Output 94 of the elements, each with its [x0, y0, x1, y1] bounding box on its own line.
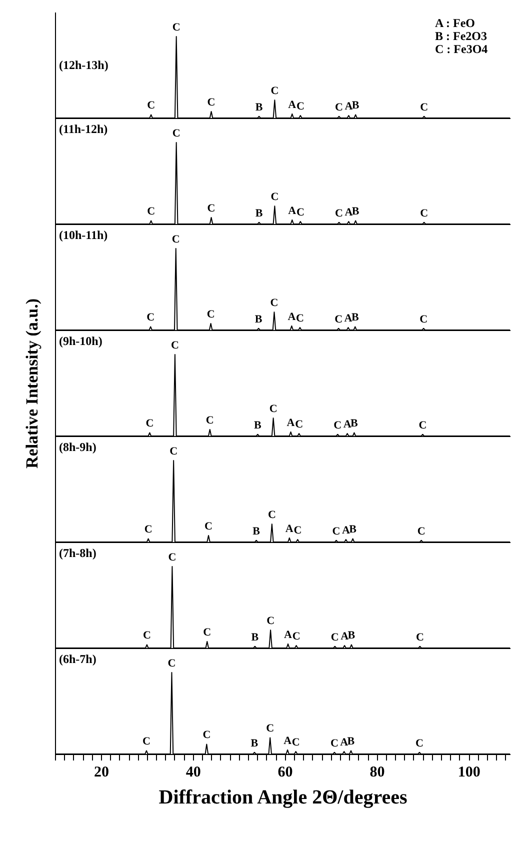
- annotation: C: [335, 207, 344, 220]
- annotation: B: [252, 525, 261, 538]
- annotation: C: [292, 630, 300, 643]
- chart-title: (10h-11h): [59, 228, 108, 242]
- annotation: A: [344, 312, 352, 325]
- annotation: A: [288, 310, 296, 323]
- annotation: C: [147, 100, 156, 112]
- text: (12h-13h): [59, 58, 108, 72]
- annotation: C: [168, 551, 176, 564]
- annotation: B: [348, 630, 356, 642]
- chart-title: (11h-12h): [59, 122, 108, 136]
- annotation: C: [420, 207, 428, 220]
- x-tick-label: 60: [278, 764, 293, 780]
- annotation: A: [342, 524, 350, 537]
- annotation: C: [417, 525, 426, 538]
- annotation: C: [296, 206, 304, 219]
- annotation: B: [251, 631, 260, 644]
- y-axis-title: Relative Intensity (a.u.): [22, 298, 42, 468]
- annotation: C: [206, 414, 214, 426]
- annotation: C: [146, 312, 155, 324]
- text: A : FeO: [435, 16, 475, 30]
- annotation: C: [142, 736, 150, 748]
- annotation: C: [147, 206, 156, 218]
- annotation: C: [266, 722, 274, 735]
- annotation: A: [340, 736, 348, 749]
- annotation: C: [269, 403, 278, 416]
- annotation: B : Fe2O3: [435, 29, 487, 43]
- annotation: C: [204, 520, 213, 532]
- annotation: C: [294, 524, 302, 537]
- annotation: C: [334, 419, 342, 432]
- x-tick-label: 100: [458, 764, 480, 780]
- annotation: A: [286, 416, 295, 429]
- annotation: C: [207, 202, 216, 214]
- annotation: C: [146, 418, 154, 430]
- annotation: A: [284, 734, 292, 747]
- annotation: B: [255, 101, 264, 114]
- annotation: C: [415, 737, 424, 750]
- annotation: B: [347, 736, 356, 748]
- annotation: B: [352, 100, 360, 112]
- annotation: C: [270, 297, 278, 310]
- chart-title: (8h-9h): [59, 440, 96, 454]
- annotation: B: [254, 313, 263, 326]
- annotation: B: [350, 418, 359, 430]
- annotation: C: [142, 630, 151, 642]
- annotation: A: [340, 630, 349, 643]
- annotation: C: [296, 312, 304, 325]
- annotation: C: [296, 100, 304, 113]
- annotation: C: [330, 631, 339, 644]
- annotation: B: [255, 207, 264, 220]
- annotation: C: [144, 524, 152, 536]
- annotation: C: [334, 313, 343, 326]
- annotation: C: [170, 339, 179, 352]
- annotation: A: [284, 628, 292, 641]
- annotation: A: [288, 98, 296, 111]
- annotation: C: [268, 509, 276, 522]
- annotation: A: [344, 206, 353, 219]
- annotation: B: [349, 524, 358, 536]
- annotation: C: [168, 657, 176, 670]
- annotation: C: [420, 101, 428, 114]
- annotation: B: [351, 312, 360, 324]
- annotation: C: [270, 85, 279, 98]
- annotation: C: [418, 419, 427, 432]
- x-tick-label: 80: [370, 764, 385, 780]
- x-axis-title: Diffraction Angle 2Θ/degrees: [158, 786, 408, 808]
- annotation: C: [202, 729, 211, 742]
- annotation: A: [288, 204, 296, 217]
- annotation: C: [332, 525, 340, 538]
- annotation: C: [172, 127, 180, 140]
- annotation: A: [343, 418, 352, 431]
- chart-title: (6h-7h): [59, 652, 96, 666]
- chart-title: (9h-10h): [59, 334, 102, 348]
- x-tick-label: 20: [94, 764, 109, 780]
- annotation: C: [420, 313, 428, 326]
- annotation: B: [250, 737, 259, 750]
- annotation: C : Fe3O4: [435, 42, 488, 56]
- annotation: C: [170, 445, 178, 458]
- annotation: A: [285, 522, 294, 535]
- annotation: C: [203, 626, 212, 638]
- annotation: B: [254, 419, 262, 432]
- annotation: C: [330, 737, 338, 750]
- annotation: C: [172, 233, 180, 246]
- annotation: C: [206, 308, 215, 320]
- annotation: C: [270, 191, 279, 204]
- annotation: C: [292, 736, 300, 749]
- annotation: C: [172, 21, 180, 34]
- annotation: C: [295, 418, 304, 431]
- annotation: C: [416, 631, 424, 644]
- annotation: B: [352, 206, 360, 218]
- annotation: A: [344, 100, 353, 113]
- chart-title: (7h-8h): [59, 546, 96, 560]
- annotation: C: [335, 101, 344, 114]
- annotation: C: [266, 615, 275, 628]
- x-tick-label: 40: [186, 764, 201, 780]
- annotation: C: [207, 96, 216, 108]
